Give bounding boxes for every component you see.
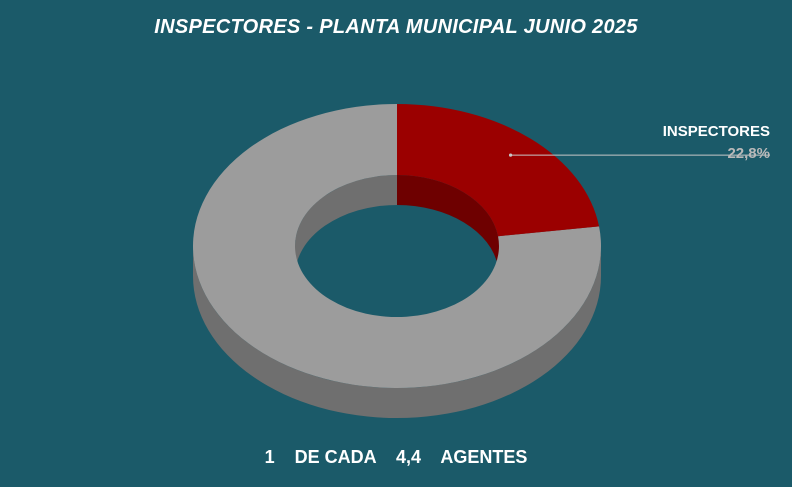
slice-value-inspectores: 22,8%: [727, 145, 770, 162]
donut-slice-inspectores: [397, 104, 600, 237]
donut-hole-wall-inspectores: [397, 175, 499, 267]
chart-title: INSPECTORES - PLANTA MUNICIPAL JUNIO 202…: [154, 16, 638, 38]
donut-outer-wall: [193, 246, 601, 418]
slice-label-inspectores: INSPECTORES: [662, 123, 770, 140]
donut-slice-rest: [193, 104, 601, 388]
donut-hole-wall-rest: [295, 175, 397, 276]
footer-ratio-text: 1 DE CADA 4,4 AGENTES: [264, 447, 528, 467]
